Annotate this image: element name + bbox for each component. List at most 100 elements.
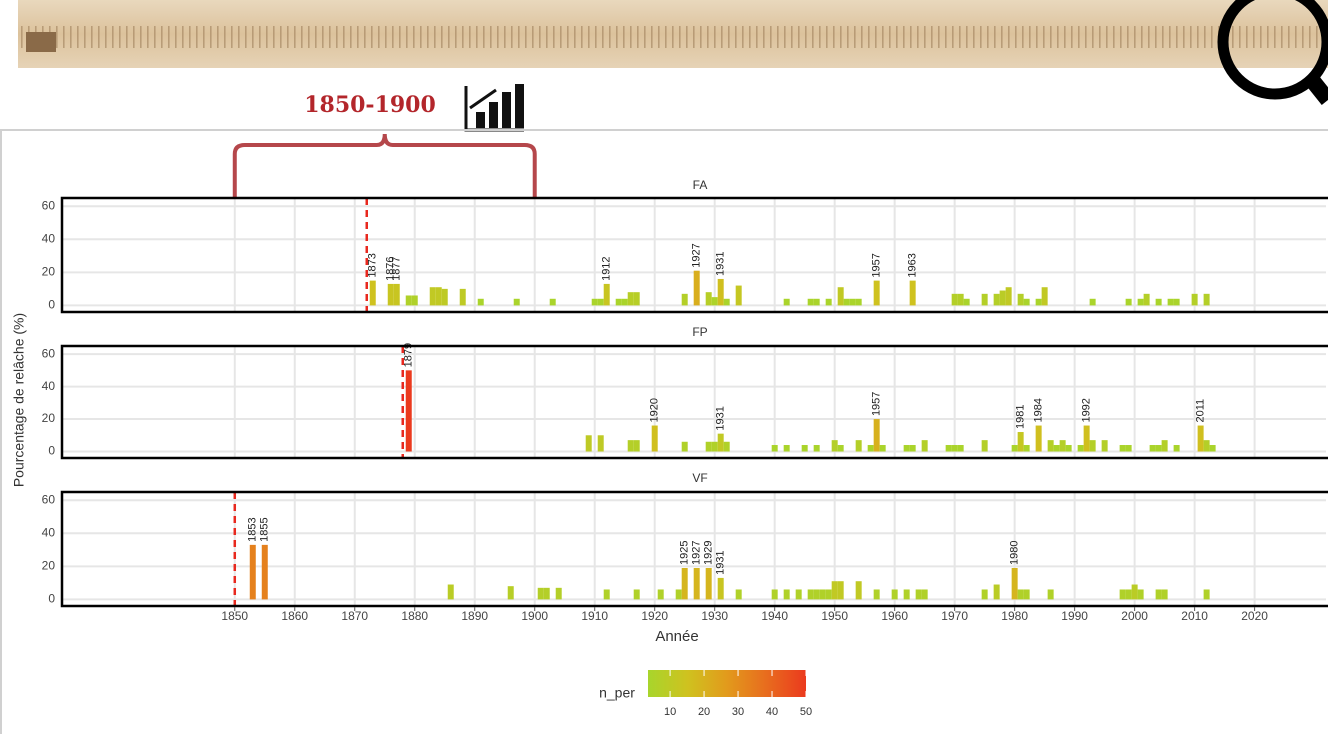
legend-tick-label: 40 bbox=[766, 706, 778, 718]
bar bbox=[705, 568, 712, 600]
bar bbox=[915, 589, 922, 600]
strip-title: VF bbox=[692, 471, 707, 485]
bar bbox=[873, 419, 880, 452]
bar bbox=[909, 445, 916, 452]
bar bbox=[903, 445, 910, 452]
y-tick-label: 60 bbox=[42, 198, 56, 212]
bar bbox=[1053, 445, 1060, 452]
bar bbox=[855, 581, 862, 600]
x-tick-label: 1870 bbox=[341, 609, 368, 623]
panel-border bbox=[60, 196, 1328, 314]
y-tick-label: 40 bbox=[42, 379, 56, 393]
bar bbox=[1047, 440, 1054, 452]
bar bbox=[1083, 425, 1090, 452]
bar bbox=[945, 445, 952, 452]
x-tick-label: 1920 bbox=[641, 609, 668, 623]
bar bbox=[447, 584, 454, 600]
x-tick-label: 1860 bbox=[281, 609, 308, 623]
bar bbox=[801, 445, 808, 452]
bar-label: 1876 bbox=[385, 256, 397, 280]
bar-label: 1980 bbox=[1009, 541, 1021, 565]
bar bbox=[657, 589, 664, 600]
bar bbox=[1155, 298, 1162, 306]
bar bbox=[1089, 298, 1096, 306]
chart-icon bbox=[463, 82, 525, 132]
bar bbox=[555, 587, 562, 600]
bar bbox=[981, 589, 988, 600]
bar-label: 1992 bbox=[1081, 398, 1093, 422]
bar bbox=[993, 293, 1000, 306]
bar bbox=[411, 295, 418, 306]
bar bbox=[1125, 298, 1132, 306]
bar-label: 1981 bbox=[1015, 405, 1027, 429]
bar bbox=[921, 440, 928, 452]
bar bbox=[549, 298, 556, 306]
bar bbox=[825, 298, 832, 306]
bar-label: 1963 bbox=[907, 253, 919, 277]
bar bbox=[1119, 445, 1126, 452]
bar bbox=[723, 298, 730, 306]
bar-label: 1931 bbox=[715, 406, 727, 430]
bar bbox=[615, 298, 622, 306]
bar bbox=[837, 287, 844, 306]
bar bbox=[819, 589, 826, 600]
bar bbox=[1143, 293, 1150, 306]
bar bbox=[693, 270, 700, 306]
bar-label: 1929 bbox=[703, 541, 715, 565]
bar-label: 1957 bbox=[871, 253, 883, 277]
bar bbox=[795, 589, 802, 600]
bar bbox=[1161, 589, 1168, 600]
bar-label: 1925 bbox=[679, 541, 691, 565]
bar bbox=[957, 445, 964, 452]
bar bbox=[855, 298, 862, 306]
bar bbox=[1203, 293, 1210, 306]
bar bbox=[855, 440, 862, 452]
bar bbox=[1023, 298, 1030, 306]
y-tick-label: 20 bbox=[42, 559, 56, 573]
bar bbox=[879, 445, 886, 452]
x-tick-label: 1880 bbox=[401, 609, 428, 623]
y-tick-label: 40 bbox=[42, 525, 56, 539]
legend-title: n_per bbox=[599, 685, 635, 701]
bar bbox=[675, 589, 682, 600]
bar bbox=[807, 589, 814, 600]
y-tick-label: 40 bbox=[42, 231, 56, 245]
bar bbox=[705, 292, 712, 306]
bar bbox=[873, 280, 880, 306]
bar bbox=[603, 283, 610, 306]
bar-label: 1853 bbox=[247, 517, 259, 541]
x-tick-label: 2020 bbox=[1241, 609, 1268, 623]
bar bbox=[1197, 425, 1204, 452]
bar bbox=[1191, 293, 1198, 306]
bar bbox=[1011, 568, 1018, 600]
bar bbox=[771, 445, 778, 452]
bar bbox=[597, 298, 604, 306]
bar bbox=[1131, 584, 1138, 600]
y-tick-label: 20 bbox=[42, 411, 56, 425]
bar bbox=[507, 586, 514, 600]
bar bbox=[1023, 589, 1030, 600]
bar bbox=[825, 589, 832, 600]
legend-tick-label: 20 bbox=[698, 706, 710, 718]
magnifier-icon bbox=[1217, 0, 1328, 105]
bar bbox=[369, 280, 376, 306]
bar bbox=[681, 568, 688, 600]
panel-border bbox=[60, 490, 1328, 608]
bar bbox=[513, 298, 520, 306]
y-tick-label: 20 bbox=[42, 265, 56, 279]
bar bbox=[543, 587, 550, 600]
bar bbox=[405, 370, 412, 452]
plot-frame bbox=[0, 129, 1328, 734]
bar bbox=[591, 298, 598, 306]
bar-label: 1931 bbox=[715, 550, 727, 574]
bar bbox=[1149, 445, 1156, 452]
bar bbox=[597, 435, 604, 452]
x-tick-label: 1890 bbox=[461, 609, 488, 623]
bar bbox=[1077, 445, 1084, 452]
bar bbox=[1167, 298, 1174, 306]
bar bbox=[831, 440, 838, 452]
bar bbox=[711, 441, 718, 452]
panel-border bbox=[60, 344, 1328, 460]
bar bbox=[1035, 298, 1042, 306]
bar bbox=[1119, 589, 1126, 600]
